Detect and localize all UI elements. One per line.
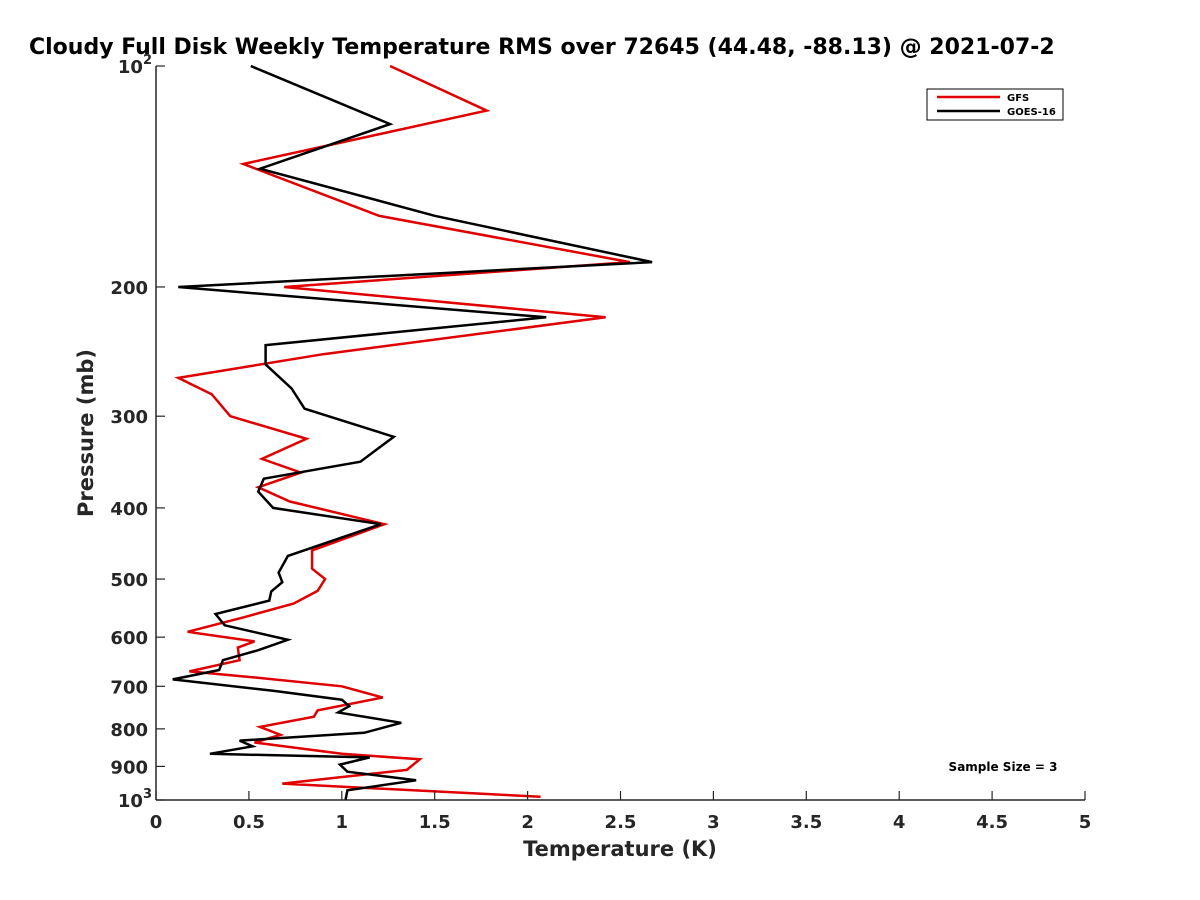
x-tick-label: 2 [521, 812, 534, 833]
y-tick-base: 400 [110, 499, 148, 520]
x-tick-label: 3.5 [790, 812, 822, 833]
y-tick-base: 900 [110, 757, 148, 778]
legend: GFS GOES-16 [926, 88, 1064, 121]
y-tick-base: 300 [110, 407, 148, 428]
legend-box [926, 88, 1064, 121]
x-tick-label: 1 [336, 812, 349, 833]
x-tick-label: 4.5 [976, 812, 1008, 833]
x-tick-label: 1.5 [419, 812, 451, 833]
y-tick-exponent: 2 [143, 53, 152, 68]
y-tick-label: 102 [118, 53, 152, 78]
x-tick-label: 3 [707, 812, 720, 833]
chart-title: Cloudy Full Disk Weekly Temperature RMS … [29, 35, 1055, 60]
y-tick-base: 700 [110, 677, 148, 698]
y-tick-exponent: 3 [143, 787, 152, 802]
y-tick-label: 800 [110, 720, 148, 741]
y-tick-base: 500 [110, 570, 148, 591]
y-tick-label: 103 [118, 787, 152, 812]
x-axis-label: Temperature (K) [523, 837, 717, 861]
series-line-gfs [174, 64, 631, 799]
x-tick-label: 2.5 [605, 812, 637, 833]
y-tick-label: 700 [110, 677, 148, 698]
legend-entry: GFS [1007, 93, 1029, 104]
y-tick-base: 800 [110, 720, 148, 741]
y-tick-base: 10 [118, 791, 143, 812]
y-tick-label: 900 [110, 757, 148, 778]
axes: 0 0.5 1 1.5 2 2.5 3 3.5 4 4.5 51022003004005006007… [110, 53, 1091, 833]
plot-lines [172, 64, 653, 801]
series-line-goes-16 [172, 64, 653, 801]
sample-size-annotation: Sample Size = 3 [949, 760, 1058, 774]
y-tick-label: 500 [110, 570, 148, 591]
y-tick-label: 200 [110, 278, 148, 299]
y-tick-label: 300 [110, 407, 148, 428]
x-tick-label: 4 [893, 812, 906, 833]
y-tick-base: 600 [110, 628, 148, 649]
x-tick-label: 0.5 [233, 812, 265, 833]
y-tick-base: 200 [110, 278, 148, 299]
y-tick-label: 600 [110, 628, 148, 649]
x-tick-label: 0 [150, 812, 163, 833]
y-axis-label: Pressure (mb) [74, 349, 98, 517]
legend-entry: GOES-16 [1007, 107, 1056, 118]
y-tick-label: 400 [110, 499, 148, 520]
x-tick-label: 5 [1079, 812, 1092, 833]
y-tick-base: 10 [118, 57, 143, 78]
